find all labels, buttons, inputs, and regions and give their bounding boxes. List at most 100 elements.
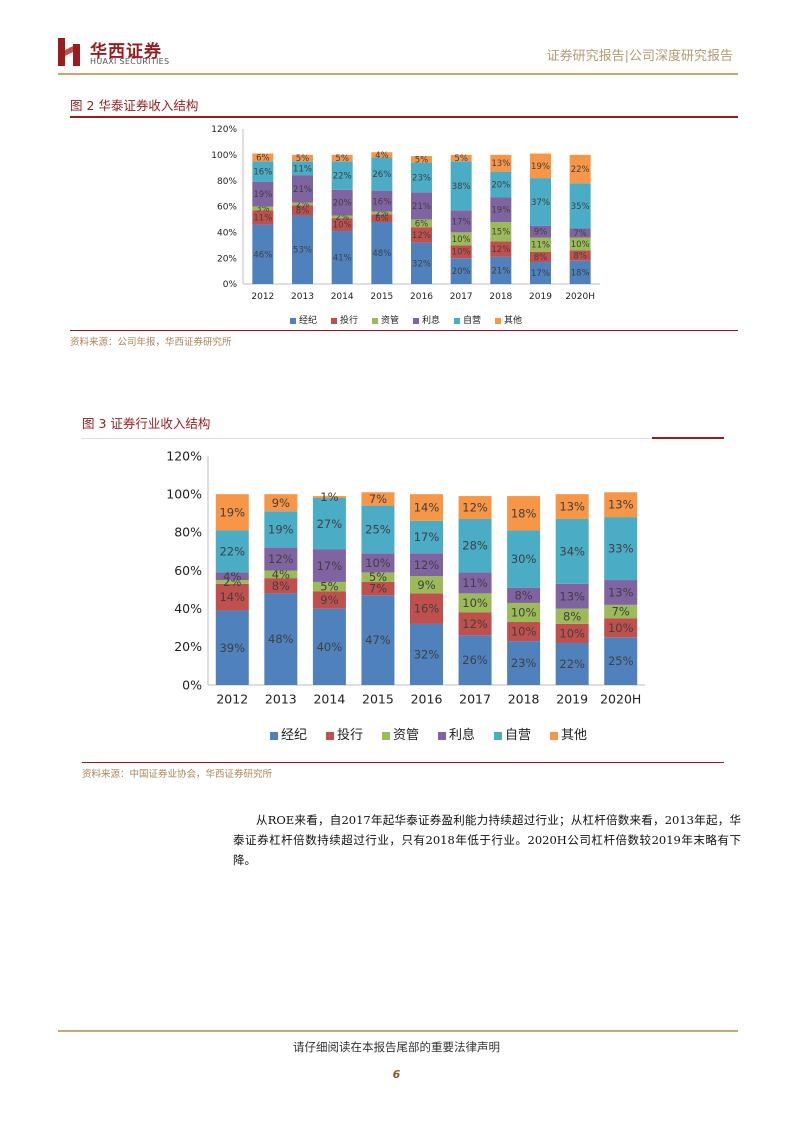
fig2-bar-投行-2020H xyxy=(569,250,591,261)
fig3-data-label: 19% xyxy=(268,522,294,536)
fig2-data-label: 23% xyxy=(412,173,431,183)
fig2-bar-自营-2012 xyxy=(252,161,274,182)
fig3-bar-资管-2015 xyxy=(361,572,395,582)
fig2-data-label: 10% xyxy=(333,221,352,231)
fig2-data-label: 53% xyxy=(293,246,312,256)
body-text: 从ROE来看，自2017年起华泰证券盈利能力持续超过行业；从杠杆倍数来看，201… xyxy=(233,813,741,867)
fig3-bar-其他-2017 xyxy=(458,496,492,519)
fig3-bar-自营-2014 xyxy=(312,497,346,550)
fig3-data-label: 10% xyxy=(462,596,488,610)
fig3-bar-利息-2018 xyxy=(507,587,541,603)
fig3-bar-投行-2014 xyxy=(312,591,346,609)
fig2-bar-资管-2018 xyxy=(490,222,512,242)
fig2-data-label: 8% xyxy=(296,206,310,216)
fig2-data-label: 5% xyxy=(296,154,310,164)
fig3-bar-投行-2013 xyxy=(264,578,298,594)
fig2-bar-其他-2017 xyxy=(450,154,472,162)
fig3-data-label: 12% xyxy=(268,552,294,566)
fig2-bar-资管-2012 xyxy=(252,206,274,211)
fig2-data-label: 12% xyxy=(412,231,431,241)
figure3-source-rule xyxy=(82,762,724,763)
fig3-bar-自营-2018 xyxy=(507,530,541,588)
fig3-bar-其他-2018 xyxy=(507,496,541,531)
fig3-data-label: 8% xyxy=(272,579,290,593)
fig2-data-label: 22% xyxy=(333,171,352,181)
fig3-data-label: 22% xyxy=(559,657,585,671)
fig2-data-label: 10% xyxy=(571,240,590,250)
fig3-data-label: 11% xyxy=(462,576,488,590)
fig2-data-label: 6% xyxy=(256,153,270,163)
fig2-bar-投行-2018 xyxy=(490,241,512,257)
fig2-data-label: 37% xyxy=(531,198,550,208)
fig2-bar-经纪-2016 xyxy=(411,242,432,284)
figure2-source: 资料来源：公司年报，华西证券研究所 xyxy=(70,337,232,348)
logo-text-en: HUAXI SECURITIES xyxy=(90,57,170,66)
fig3-data-label: 14% xyxy=(414,501,440,515)
fig3-data-label: 17% xyxy=(317,559,343,573)
fig3-data-label: 4% xyxy=(272,567,290,581)
fig2-legend-label: 投行 xyxy=(340,314,358,326)
fig2-x-tick-label: 2014 xyxy=(331,292,354,302)
fig3-data-label: 4% xyxy=(223,569,241,583)
fig3-x-tick-label: 2017 xyxy=(459,692,491,707)
fig3-bar-经纪-2014 xyxy=(312,608,346,685)
fig3-bar-资管-2017 xyxy=(458,593,492,613)
fig3-bar-投行-2019 xyxy=(555,623,589,644)
fig2-data-label: 5% xyxy=(335,154,349,164)
fig2-bar-其他-2020H xyxy=(569,154,591,184)
fig3-data-label: 10% xyxy=(365,556,391,570)
fig3-bar-利息-2014 xyxy=(312,549,346,582)
fig2-y-tick-label: 40% xyxy=(217,228,237,238)
fig2-bar-资管-2020H xyxy=(569,237,591,251)
fig3-data-label: 5% xyxy=(369,570,387,584)
fig2-bar-自营-2013 xyxy=(292,161,313,176)
fig2-legend-label: 经纪 xyxy=(299,314,317,326)
fig3-bar-自营-2013 xyxy=(264,511,298,548)
fig2-bar-资管-2015 xyxy=(371,211,393,215)
fig2-bar-经纪-2012 xyxy=(252,224,274,284)
fig2-data-label: 21% xyxy=(491,266,510,276)
fig3-legend-swatch xyxy=(550,732,558,740)
fig3-bar-资管-2018 xyxy=(507,602,541,623)
fig2-data-label: 5% xyxy=(454,154,468,164)
fig2-bar-利息-2014 xyxy=(331,189,353,216)
fig2-data-label: 2% xyxy=(296,200,310,210)
figure2-source-rule xyxy=(70,330,738,331)
fig2-data-label: 41% xyxy=(333,253,352,263)
fig2-x-tick-label: 2019 xyxy=(529,292,552,302)
fig2-data-label: 13% xyxy=(491,159,510,169)
figure3-chart: 0%20%40%60%80%100%120%39%14%2%4%22%19%20… xyxy=(166,448,645,743)
fig2-bar-利息-2016 xyxy=(411,192,432,220)
fig3-bar-利息-2017 xyxy=(458,572,492,594)
fig2-data-label: 15% xyxy=(491,228,510,238)
fig3-data-label: 10% xyxy=(559,627,585,641)
fig3-x-tick-label: 2018 xyxy=(508,692,540,707)
fig3-x-tick-label: 2014 xyxy=(313,692,345,707)
fig2-bar-资管-2019 xyxy=(530,237,551,252)
fig2-bar-投行-2019 xyxy=(530,251,551,263)
fig3-data-label: 33% xyxy=(608,542,634,556)
fig2-bar-经纪-2013 xyxy=(292,215,313,284)
fig3-bar-其他-2016 xyxy=(410,494,443,521)
fig3-bar-其他-2014 xyxy=(312,496,346,498)
fig3-bar-利息-2013 xyxy=(264,547,298,571)
fig2-data-label: 11% xyxy=(531,241,550,251)
fig3-bar-自营-2020H xyxy=(604,517,638,581)
fig2-data-label: 10% xyxy=(452,235,471,245)
page-number: 6 xyxy=(392,1068,401,1081)
fig2-data-label: 6% xyxy=(415,219,429,229)
logo-text-cn: 华西证券 xyxy=(90,42,162,62)
fig3-x-tick-label: 2015 xyxy=(362,692,394,707)
fig3-y-tick-label: 40% xyxy=(174,601,202,616)
fig3-y-tick-label: 20% xyxy=(174,639,202,654)
fig2-bar-利息-2019 xyxy=(530,225,551,238)
fig2-data-label: 26% xyxy=(372,170,391,180)
fig3-bar-资管-2020H xyxy=(604,604,638,619)
fig3-data-label: 47% xyxy=(365,633,391,647)
fig3-data-label: 10% xyxy=(511,606,537,620)
fig2-bar-其他-2015 xyxy=(371,152,393,158)
fig3-bar-经纪-2019 xyxy=(555,643,589,685)
fig3-bar-其他-2012 xyxy=(215,494,249,531)
fig3-y-tick-label: 100% xyxy=(166,487,202,502)
fig3-data-label: 19% xyxy=(219,505,245,519)
